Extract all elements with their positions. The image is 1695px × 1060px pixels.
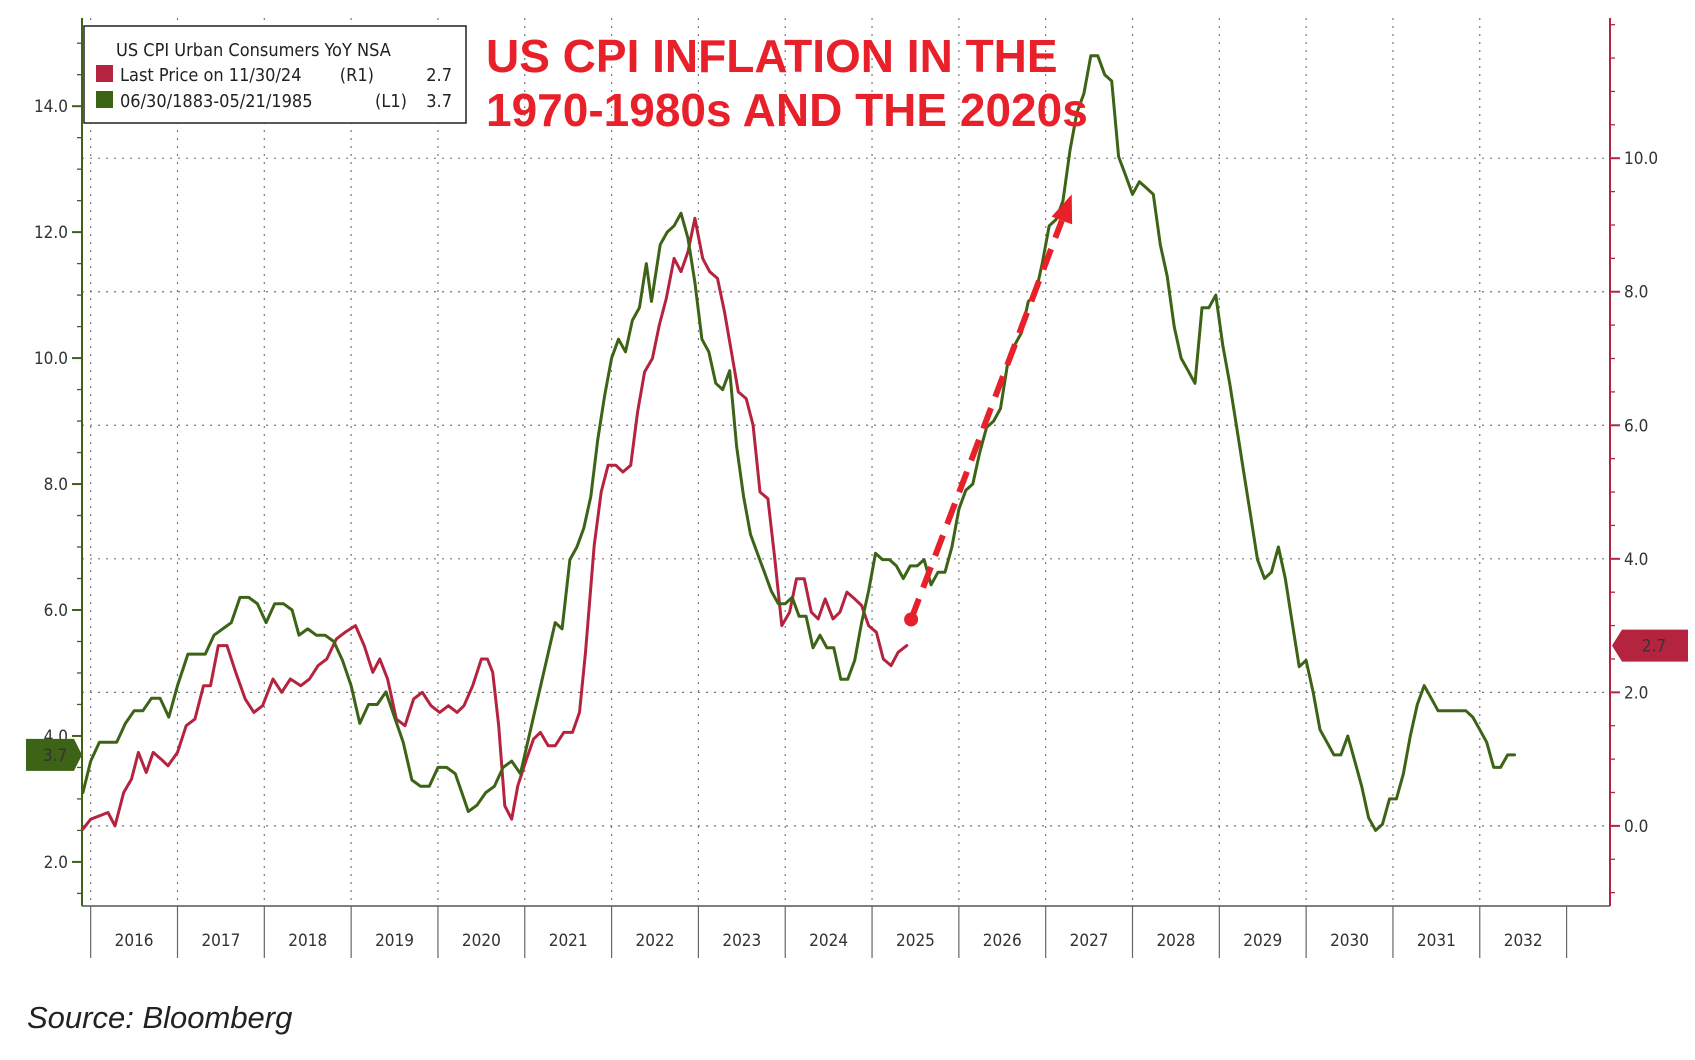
x-tick-label: 2032	[1504, 931, 1543, 951]
legend-axis-historical: (L1)	[375, 91, 407, 112]
right-tick-label: 4.0	[1624, 550, 1648, 570]
chart-title-line-2: 1970-1980s AND THE 2020s	[486, 84, 1088, 136]
x-tick-label: 2020	[462, 931, 501, 951]
series-line-2020s	[81, 216, 909, 831]
x-tick-label: 2027	[1070, 931, 1109, 951]
left-tick-label: 12.0	[34, 223, 68, 243]
x-tick-label: 2030	[1330, 931, 1369, 951]
series-layer	[81, 54, 1516, 832]
x-tick-label: 2022	[636, 931, 675, 951]
right-tick-label: 0.0	[1624, 817, 1648, 837]
series-line-1970s	[81, 54, 1516, 832]
right-last-value-badge	[1612, 629, 1688, 662]
right-tick-label: 10.0	[1624, 149, 1658, 169]
axes: 2.04.06.08.010.012.014.00.02.04.06.08.01…	[34, 18, 1658, 958]
left-tick-label: 14.0	[34, 97, 68, 117]
legend: US CPI Urban Consumers YoY NSA Last Pric…	[83, 25, 467, 124]
legend-value-historical: 3.7	[426, 91, 452, 112]
value-badges: 3.7 2.7	[26, 629, 1688, 771]
x-tick-label: 2019	[375, 931, 414, 951]
trend-arrow	[904, 194, 1073, 627]
source-caption: Source: Bloomberg	[27, 1000, 293, 1035]
x-tick-label: 2031	[1417, 931, 1456, 951]
x-tick-label: 2028	[1156, 931, 1195, 951]
x-tick-label: 2029	[1243, 931, 1282, 951]
x-tick-label: 2017	[201, 931, 240, 951]
right-tick-label: 6.0	[1624, 416, 1648, 436]
legend-swatch-historical	[96, 91, 113, 108]
right-tick-label: 2.0	[1624, 683, 1648, 703]
legend-swatch-last-price	[96, 65, 113, 82]
left-tick-label: 10.0	[34, 349, 68, 369]
x-tick-label: 2016	[115, 931, 154, 951]
left-tick-label: 8.0	[44, 475, 68, 495]
chart-title-line-1: US CPI INFLATION IN THE	[486, 30, 1058, 82]
left-tick-label: 6.0	[44, 601, 68, 621]
legend-value-last-price: 2.7	[426, 65, 452, 86]
x-tick-label: 2018	[288, 931, 327, 951]
chart: 2.04.06.08.010.012.014.00.02.04.06.08.01…	[26, 18, 1688, 958]
x-tick-label: 2025	[896, 931, 935, 951]
left-last-value-badge	[26, 738, 82, 771]
right-tick-label: 8.0	[1624, 283, 1648, 303]
legend-label-last-price: Last Price on 11/30/24	[120, 65, 302, 86]
x-tick-label: 2026	[983, 931, 1022, 951]
x-tick-label: 2024	[809, 931, 848, 951]
arrow-dashed-shaft	[908, 219, 1065, 621]
legend-header: US CPI Urban Consumers YoY NSA	[116, 40, 391, 61]
legend-axis-last-price: (R1)	[340, 65, 374, 86]
gridlines	[82, 18, 1610, 906]
left-last-value-text: 3.7	[43, 746, 67, 766]
right-last-value-text: 2.7	[1642, 637, 1666, 657]
arrow-head	[1051, 194, 1073, 225]
x-tick-label: 2021	[549, 931, 588, 951]
x-tick-label: 2023	[722, 931, 761, 951]
legend-label-historical: 06/30/1883-05/21/1985	[120, 91, 313, 112]
left-tick-label: 2.0	[44, 853, 68, 873]
